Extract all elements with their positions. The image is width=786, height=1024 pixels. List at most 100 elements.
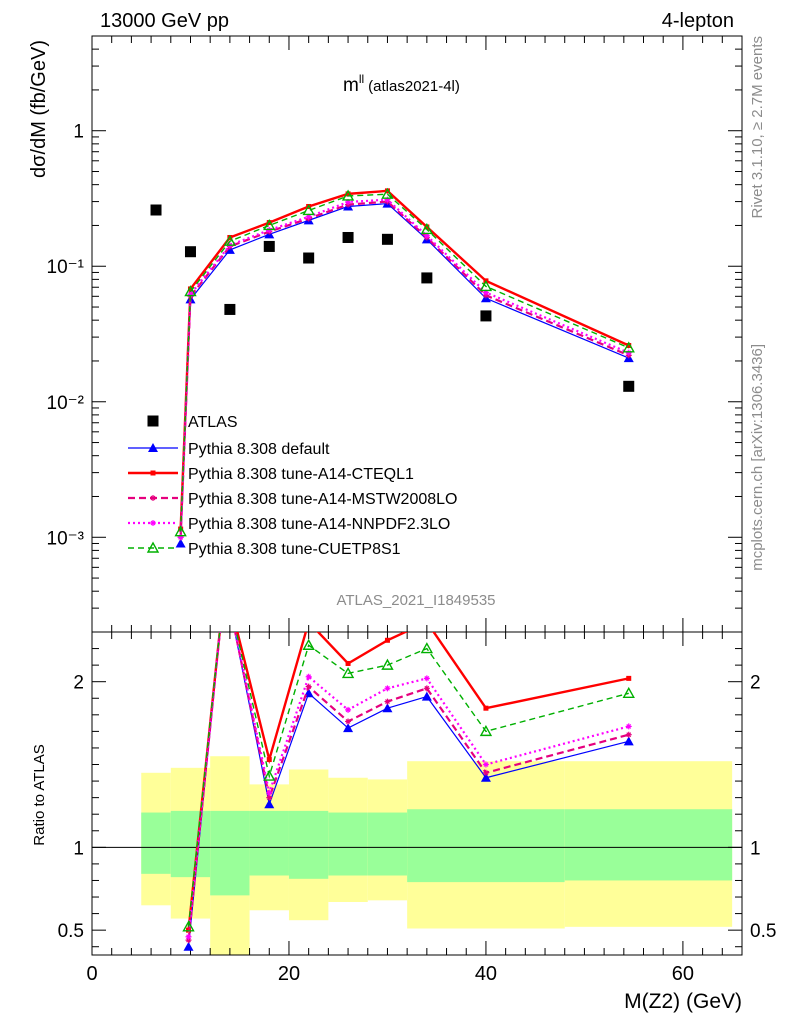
ratio-marker-cuetp [341, 666, 355, 679]
x-axis-label: M(Z2) (GeV) [624, 990, 742, 1013]
main-marker-cuetp [622, 341, 635, 353]
ratio-y-axis-label: Ratio to ATLAS [31, 744, 48, 845]
main-marker-nnpdf [345, 198, 352, 205]
x-tick-label: 0 [86, 963, 97, 985]
ratio-marker-nnpdf [185, 933, 192, 940]
ratio-marker-default [343, 723, 354, 733]
main-line-mstw [179, 200, 630, 538]
ratio-marker-mstw [222, 579, 228, 585]
main-marker-cteql1 [424, 224, 430, 230]
legend-marker-mstw [150, 495, 156, 501]
ratio-marker-nnpdf [345, 706, 352, 713]
ratio-marker-cuetp [381, 658, 394, 670]
ratio-marker-cuetp [182, 920, 195, 932]
ratio-y-tick-label-left: 0.5 [58, 921, 84, 942]
ratio-marker-default [382, 703, 393, 713]
main-marker-cuetp [263, 219, 276, 231]
main-marker-nnpdf [187, 291, 194, 298]
ratio-marker-cteql1 [384, 637, 390, 643]
rivet-version-label: Rivet 3.1.10, ≥ 2.7M events [749, 36, 766, 219]
ratio-marker-cuetp [302, 638, 315, 650]
ratio-marker-nnpdf [384, 685, 391, 692]
ratio-marker-mstw [423, 685, 430, 692]
main-series-atlas [150, 204, 635, 392]
ratio-marker-nnpdf [266, 789, 273, 796]
ratio-marker-cuetp [622, 686, 635, 698]
atlas-data-point [224, 303, 236, 315]
ratio-marker-default [480, 772, 491, 782]
main-marker-cuetp [420, 222, 434, 235]
mcplots-reference-label: mcplots.cern.ch [arXiv:1306.3436] [749, 344, 766, 571]
ratio-marker-nnpdf [305, 673, 312, 680]
legend-marker-cuetp [146, 541, 160, 553]
main-series-mstw [177, 198, 632, 541]
ratio-marker-nnpdf [222, 579, 228, 585]
x-tick-label: 20 [278, 963, 300, 985]
band-inner-bin [564, 809, 733, 881]
atlas-data-point [480, 310, 492, 322]
ratio-marker-cuetp [479, 724, 493, 737]
ratio-axes: 0.5 0.51 12 20 20 40 60 [58, 631, 776, 985]
legend-marker-atlas [147, 415, 159, 427]
main-marker-cteql1 [345, 191, 351, 197]
main-series-nnpdf [177, 196, 632, 541]
main-series [150, 187, 635, 548]
atlas-data-point [263, 240, 275, 252]
main-marker-nnpdf [625, 349, 632, 356]
ratio-marker-default [220, 577, 230, 586]
ratio-marker-nnpdf [625, 723, 632, 730]
ratio-line-cuetp [187, 632, 629, 927]
main-y-tick-label: 10⁻² [47, 393, 85, 414]
main-marker-cuetp [381, 187, 394, 199]
legend-label-atlas: ATLAS [188, 414, 238, 431]
ratio-marker-cuetp [420, 642, 434, 654]
atlas-data-point [150, 204, 162, 216]
main-marker-cuetp [302, 204, 315, 216]
ratio-marker-mstw [305, 683, 312, 690]
main-marker-cteql1 [626, 343, 632, 349]
atlas-data-point [342, 231, 354, 243]
main-marker-nnpdf [177, 534, 184, 541]
ratio-marker-default [421, 691, 432, 701]
legend-label-nnpdf: Pythia 8.308 tune-A14-NNPDF2.3LO [188, 516, 450, 533]
main-line-default [180, 202, 629, 544]
ratio-y-tick-label-left: 1 [73, 838, 84, 859]
main-marker-nnpdf [384, 196, 391, 203]
legend-marker-nnpdf [150, 520, 156, 526]
legend-label-mstw: Pythia 8.308 tune-A14-MSTW2008LO [188, 491, 457, 508]
main-marker-default [175, 538, 186, 548]
ratio-marker-mstw [345, 718, 352, 725]
legend-marker-cteql1 [150, 470, 156, 476]
ratio-marker-mstw [482, 769, 489, 776]
main-line-cteql1 [179, 189, 630, 530]
ratio-marker-cteql1 [306, 620, 311, 625]
band-inner-bin [328, 812, 368, 876]
main-marker-cteql1 [266, 220, 272, 226]
ratio-marker-cteql1 [483, 705, 489, 711]
atlas-data-point [303, 252, 315, 264]
ratio-marker-nnpdf [482, 761, 489, 768]
main-marker-nnpdf [305, 213, 312, 220]
main-y-tick-label: 10⁻¹ [47, 257, 85, 278]
ratio-marker-default [183, 941, 194, 951]
band-inner-bin [407, 809, 565, 883]
atlas-data-point [623, 380, 635, 392]
ratio-marker-mstw [266, 794, 273, 801]
main-marker-cuetp [223, 234, 237, 246]
plot-title: mll (atlas2021-4l) [343, 72, 460, 96]
ratio-marker-cuetp [220, 577, 230, 586]
ratio-frame [91, 631, 743, 956]
main-marker-cuetp [341, 189, 355, 201]
main-series-cuetp [174, 187, 635, 537]
main-line-cuetp [179, 193, 630, 532]
legend-label-cuetp: Pythia 8.308 tune-CUETP8S1 [188, 541, 401, 558]
main-line-nnpdf [179, 198, 630, 538]
ratio-series [182, 577, 635, 951]
legend-label-default: Pythia 8.308 default [188, 441, 330, 458]
band-inner-bin [210, 810, 250, 896]
plot-title-main: m [343, 75, 359, 96]
atlas-data-point [421, 272, 433, 284]
ratio-marker-cteql1 [222, 580, 227, 585]
ratio-marker-mstw [185, 937, 192, 944]
